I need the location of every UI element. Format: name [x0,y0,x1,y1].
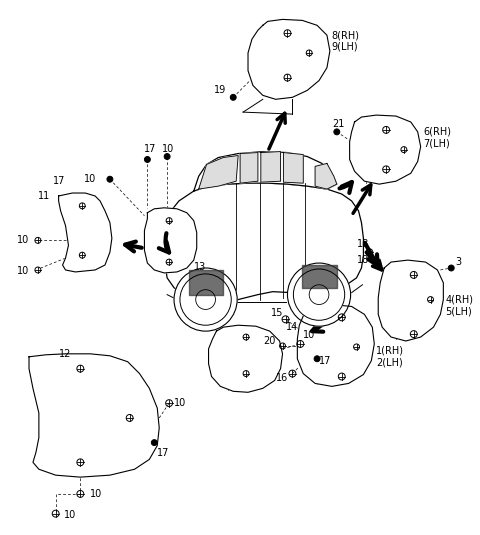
Polygon shape [208,325,283,392]
Circle shape [314,356,320,362]
Text: 10: 10 [303,330,315,340]
Polygon shape [199,156,238,189]
Circle shape [164,154,170,159]
Polygon shape [297,304,374,386]
Text: 10: 10 [63,510,76,519]
Circle shape [293,269,345,320]
Text: 1(RH): 1(RH) [376,346,404,356]
Text: 21: 21 [332,119,344,129]
Polygon shape [315,163,337,189]
Text: 13: 13 [194,262,206,272]
Circle shape [151,440,157,446]
Polygon shape [261,151,281,182]
Text: 10: 10 [17,235,29,246]
Polygon shape [59,193,112,272]
Text: 9(LH): 9(LH) [332,41,359,51]
Text: 10: 10 [17,266,29,276]
Text: 2(LH): 2(LH) [376,358,403,368]
Text: 15: 15 [271,308,283,318]
Polygon shape [349,115,420,184]
Circle shape [180,274,231,325]
Text: 4(RH): 4(RH) [445,295,473,304]
Text: 8(RH): 8(RH) [332,30,360,40]
Text: 16: 16 [276,373,288,384]
Polygon shape [240,152,258,183]
Polygon shape [378,260,444,341]
Text: 10: 10 [174,398,186,408]
Text: 11: 11 [38,191,50,201]
Polygon shape [165,183,363,302]
Text: 12: 12 [60,349,72,359]
Text: 5(LH): 5(LH) [445,307,472,316]
Polygon shape [144,208,197,273]
Text: 17: 17 [319,356,331,366]
Text: 18: 18 [357,255,369,265]
Circle shape [334,129,340,135]
Text: 3: 3 [455,257,461,267]
Text: 14: 14 [286,322,298,332]
Text: 18: 18 [357,239,369,249]
Text: 17: 17 [157,448,169,458]
Circle shape [144,157,150,163]
Polygon shape [248,19,330,100]
Text: 19: 19 [214,86,226,95]
Polygon shape [284,152,303,183]
Text: 17: 17 [53,176,65,186]
Text: 7(LH): 7(LH) [424,139,450,149]
Circle shape [174,268,237,331]
Text: 10: 10 [162,143,174,154]
Text: 10: 10 [84,174,96,184]
Polygon shape [29,354,159,477]
Circle shape [230,94,236,100]
Text: 20: 20 [263,336,275,346]
Text: 6(RH): 6(RH) [424,127,452,137]
Text: 10: 10 [90,489,102,499]
Circle shape [288,263,350,326]
Circle shape [448,265,454,271]
Text: 17: 17 [144,143,157,154]
Polygon shape [194,151,337,191]
Circle shape [107,176,113,182]
